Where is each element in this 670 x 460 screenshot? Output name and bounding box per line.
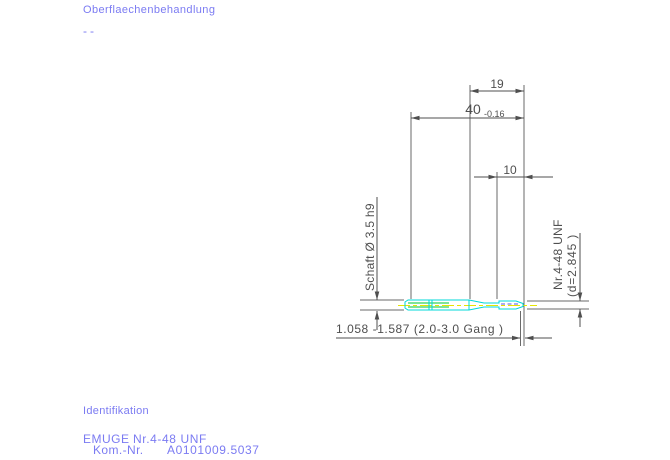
arrowhead-right xyxy=(515,88,524,94)
surface-section: Oberflaechenbehandlung -- xyxy=(83,4,215,38)
arrowhead-right xyxy=(525,335,534,341)
thread-designation-label: Nr.4-48 UNF xyxy=(551,219,565,290)
shank-label: Schaft Ø 3.5 h9 xyxy=(363,203,377,291)
dimension-ground-length: 10 xyxy=(474,163,553,180)
dimension-chamfer-length: 1.058 -1.587 (2.0-3.0 Gang ) xyxy=(336,322,552,341)
brand-name: EMUGE xyxy=(83,432,130,446)
dimension-value-40: 40 xyxy=(465,101,481,117)
arrowhead-left xyxy=(512,335,521,341)
extension-lines xyxy=(360,85,589,346)
surface-treatment-title: Oberflaechenbehandlung xyxy=(83,4,215,16)
arrowhead-down xyxy=(577,292,583,301)
arrowhead-left xyxy=(488,174,497,180)
arrowhead-up xyxy=(374,311,380,320)
dimension-value-19: 19 xyxy=(490,77,504,91)
thread-diameter-label: (d=2.845 ) xyxy=(565,234,579,297)
dimension-tolerance: -0.16 xyxy=(484,109,505,119)
arrowhead-up xyxy=(577,309,583,318)
commission-number-label: Kom.-Nr. xyxy=(93,443,144,457)
dimension-thread-length: 19 xyxy=(470,77,524,94)
arrowhead-right xyxy=(524,174,533,180)
arrowhead-down xyxy=(374,291,380,300)
identification-section: Identifikation EMUGE Nr.4-48 UNF Kom.-Nr… xyxy=(83,405,260,457)
arrowhead-left xyxy=(411,115,420,121)
product-designation: Nr.4-48 UNF xyxy=(133,432,207,446)
chamfer-length-label: 1.058 -1.587 (2.0-3.0 Gang ) xyxy=(336,322,504,336)
tap-side-view xyxy=(398,299,537,311)
dimension-overall-length: 40 -0.16 xyxy=(411,101,524,121)
arrowhead-left xyxy=(470,88,479,94)
tap-outline xyxy=(404,299,524,311)
arrowhead-right xyxy=(515,115,524,121)
dimension-value-10: 10 xyxy=(503,163,517,177)
commission-number-value: A0101009.5037 xyxy=(167,443,260,457)
identification-title: Identifikation xyxy=(83,405,149,417)
dimension-shank-diameter: Schaft Ø 3.5 h9 xyxy=(363,197,380,330)
surface-treatment-value: -- xyxy=(83,24,97,38)
dimension-thread-diameter: Nr.4-48 UNF (d=2.845 ) xyxy=(551,219,583,327)
